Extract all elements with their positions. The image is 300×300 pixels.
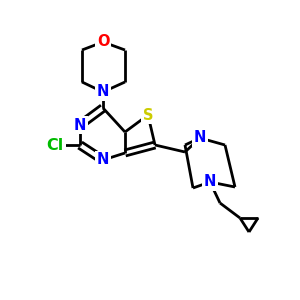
Text: N: N <box>97 152 109 167</box>
Text: S: S <box>143 107 153 122</box>
Text: N: N <box>194 130 206 146</box>
Text: O: O <box>97 34 109 50</box>
Text: N: N <box>74 118 86 133</box>
Text: Cl: Cl <box>46 137 64 152</box>
Text: N: N <box>204 175 216 190</box>
Text: N: N <box>97 85 109 100</box>
